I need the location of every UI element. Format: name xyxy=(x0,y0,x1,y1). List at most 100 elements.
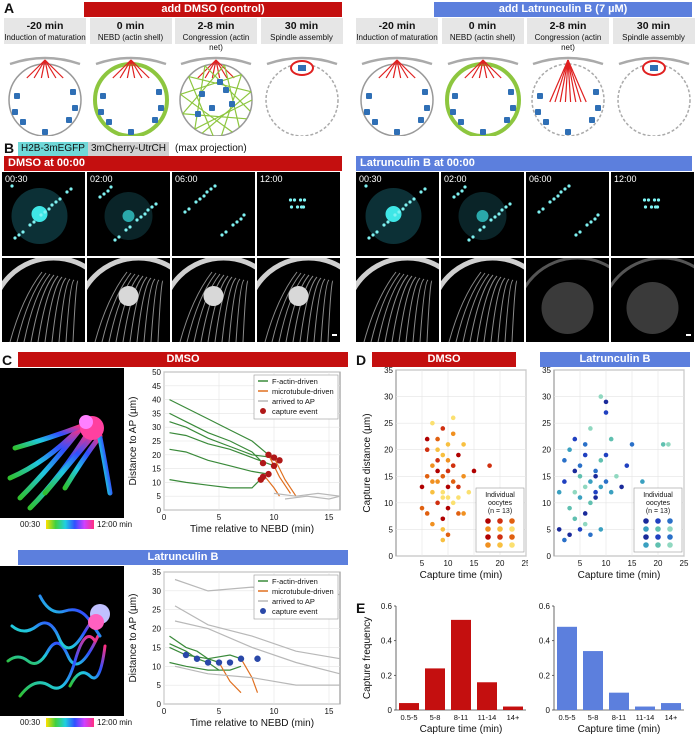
y-tick-label: 20 xyxy=(152,625,161,634)
actin-fiber xyxy=(504,279,514,342)
actin-fiber xyxy=(271,272,302,342)
chromosome xyxy=(565,129,571,135)
spindle-fiber xyxy=(204,59,217,79)
actin-signal xyxy=(441,258,524,342)
chromosome xyxy=(457,119,464,125)
chromosome-dot xyxy=(292,198,297,202)
spindle-fiber xyxy=(564,59,569,103)
chromosome-dot xyxy=(117,235,121,239)
actin-fiber xyxy=(363,271,397,342)
spindle-fiber xyxy=(567,59,572,103)
actin-fiber xyxy=(306,277,322,342)
capture-event-point xyxy=(226,659,234,666)
series-line xyxy=(169,412,264,464)
actin-signal xyxy=(611,258,694,336)
chromosome-dot xyxy=(54,200,58,204)
actin-signal xyxy=(2,258,85,342)
chromosome-dot xyxy=(239,217,243,221)
stage-header-dmso-3: 30 min Spindle assembly xyxy=(260,18,343,44)
chromosome-dot xyxy=(656,198,661,202)
legend-swatch xyxy=(260,608,266,614)
capture-event-point xyxy=(270,454,278,461)
oocyte-schematic-dmso-0 xyxy=(8,56,82,136)
stage-description: NEBD (actin shell) xyxy=(449,33,516,42)
chromosome xyxy=(394,129,400,135)
data-point xyxy=(666,442,671,447)
spindle-fiber xyxy=(44,59,64,79)
actin-cluster xyxy=(288,286,309,306)
oocyte-schematic-latb-0 xyxy=(360,56,434,136)
chromosome-dot xyxy=(493,215,497,219)
spindle-fiber xyxy=(549,59,569,103)
legend-label: capture event xyxy=(272,607,318,616)
data-point xyxy=(440,516,446,522)
micrograph-h2b-dmso-1: 02:00 xyxy=(87,172,170,256)
x-axis-label: Time relative to NEBD (min) xyxy=(190,718,314,729)
chromosome-dot xyxy=(205,190,209,194)
micrograph-timestamp: 12:00 xyxy=(260,174,283,184)
stage-description: Induction of maturation xyxy=(4,33,86,42)
data-point xyxy=(445,495,451,500)
y-axis-label: Distance to AP (µm) xyxy=(128,397,139,486)
chromosome-dot xyxy=(213,184,217,188)
data-point xyxy=(582,521,588,527)
legend-swatch xyxy=(497,518,503,524)
scale-bar xyxy=(686,334,691,336)
data-point xyxy=(440,426,446,431)
chromosome-dot xyxy=(102,192,106,196)
legend-swatch xyxy=(655,542,661,548)
y-tick-label: 50 xyxy=(152,368,161,377)
spindle-fiber xyxy=(111,59,131,79)
actin-fiber xyxy=(377,273,405,342)
actin-filament xyxy=(201,91,252,134)
data-point xyxy=(562,479,567,484)
chromosome-dot xyxy=(478,228,482,232)
chromosome xyxy=(97,109,104,115)
data-point xyxy=(450,431,456,437)
chromosome xyxy=(223,87,229,93)
data-point xyxy=(450,415,456,421)
micrograph-timestamp: 06:00 xyxy=(529,174,552,184)
chromosome xyxy=(595,105,601,111)
y-tick-label: 20 xyxy=(542,446,551,455)
data-point xyxy=(440,527,446,532)
chromosome xyxy=(422,89,428,95)
actin-signal xyxy=(87,258,170,342)
series-line xyxy=(273,457,297,497)
data-point xyxy=(440,473,446,479)
actin-fiber xyxy=(370,272,401,342)
chromosome-dot xyxy=(10,184,14,188)
micrograph-utrch-dmso-0 xyxy=(2,258,85,342)
panel-letter-e: E xyxy=(356,600,366,616)
y-tick-label: 15 xyxy=(384,472,393,481)
data-point xyxy=(450,463,456,468)
data-point xyxy=(588,532,593,538)
chromosome-dot xyxy=(113,238,117,242)
chromosome xyxy=(451,93,458,99)
micrograph-h2b-dmso-0: 00:30 xyxy=(2,172,85,256)
chromosome-dot xyxy=(559,190,563,194)
stage-header-dmso-2: 2-8 min Congression (actin net) xyxy=(175,18,257,52)
actin-fiber xyxy=(186,272,217,342)
data-point xyxy=(624,463,630,468)
stage-time: -20 min xyxy=(378,20,416,32)
legend-label: arrived to AP xyxy=(272,397,315,406)
x-tick-label: 8-11 xyxy=(612,713,626,722)
chromosome xyxy=(297,65,306,71)
chromosome-dot xyxy=(109,185,113,189)
chromosome-dot xyxy=(224,230,228,234)
y-axis-label: Capture distance (µm) xyxy=(362,413,373,512)
data-point xyxy=(614,473,619,479)
chromosome-dot xyxy=(58,197,62,201)
data-point xyxy=(430,489,435,495)
spindle-fiber xyxy=(385,59,398,79)
spindle-fiber xyxy=(211,59,217,79)
spindle-fiber xyxy=(33,59,46,79)
micrograph-utrch-dmso-2 xyxy=(172,258,255,342)
oocyte-outline xyxy=(92,62,169,136)
y-tick-label: 45 xyxy=(152,382,161,391)
actin-fiber xyxy=(405,277,421,342)
x-tick-label: 15 xyxy=(628,559,637,568)
y-tick-label: 5 xyxy=(547,525,552,534)
chromosome-dot xyxy=(295,205,300,209)
